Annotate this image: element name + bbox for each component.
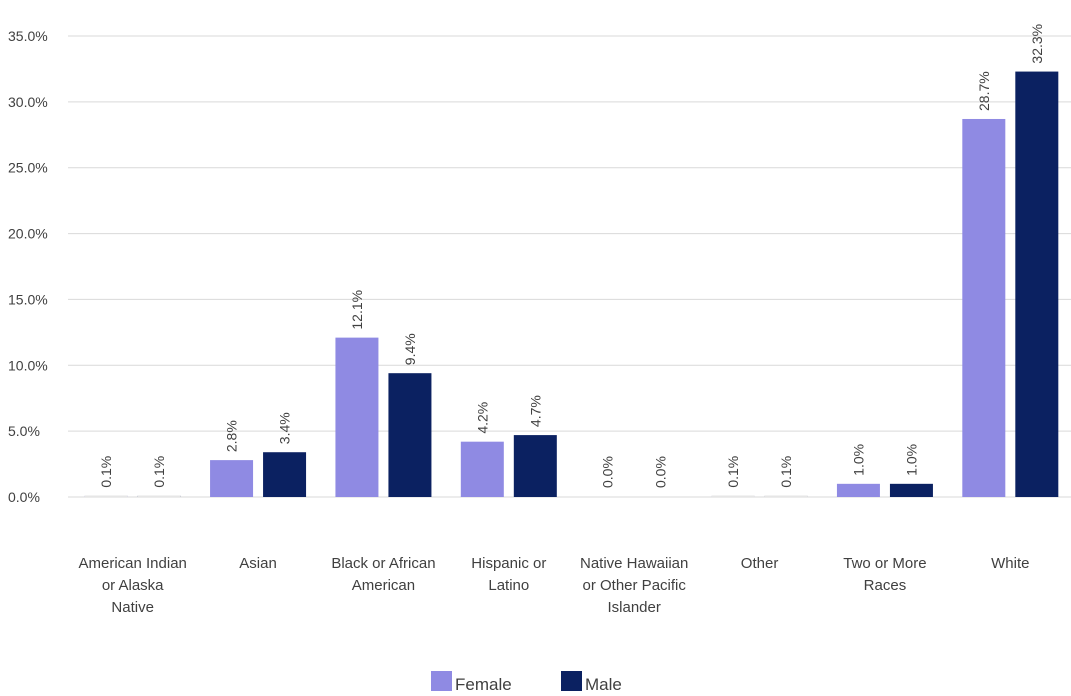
bar-female-baseline — [84, 495, 128, 497]
data-label: 0.0% — [600, 456, 616, 488]
legend-label-male: Male — [585, 675, 622, 694]
category-label: Two or More Races — [843, 555, 926, 594]
bar-male — [263, 452, 307, 497]
category-label: Native Hawaiian or Other Pacific Islander — [580, 555, 688, 616]
data-label: 32.3% — [1029, 24, 1045, 64]
gridlines — [68, 35, 1071, 498]
bar-female — [836, 483, 880, 497]
data-label: 1.0% — [850, 444, 866, 476]
bar-male-baseline — [764, 495, 808, 497]
bar-female — [210, 460, 254, 497]
y-tick-label: 15.0% — [8, 291, 48, 307]
legend-label-female: Female — [455, 675, 512, 694]
y-tick-label: 10.0% — [8, 357, 48, 373]
data-label: 9.4% — [402, 333, 418, 365]
data-label: 1.0% — [903, 444, 919, 476]
legend-swatch-male — [561, 671, 582, 691]
category-label: Black or African American — [331, 555, 435, 594]
bars — [84, 71, 1059, 497]
category-label: Hispanic or Latino — [471, 555, 546, 594]
bar-female — [962, 118, 1006, 497]
category-label: Asian — [239, 555, 277, 572]
data-label: 4.2% — [474, 402, 490, 434]
y-tick-label: 30.0% — [8, 94, 48, 110]
y-tick-label: 5.0% — [8, 423, 40, 439]
category-label: American Indian or Alaska Native — [78, 555, 186, 616]
bar-male — [889, 483, 933, 497]
data-label: 12.1% — [349, 290, 365, 330]
category-label: Other — [741, 555, 779, 572]
bar-female — [460, 441, 504, 497]
y-tick-label: 35.0% — [8, 28, 48, 44]
y-axis-tick-labels: 0.0% 5.0% 10.0% 15.0% 20.0% 25.0% 30.0% 35.0% — [8, 28, 48, 505]
x-axis-category-labels: American Indian or Alaska Native Asian Black… — [78, 555, 1029, 616]
bar-female-baseline — [711, 495, 755, 497]
bar-female — [335, 337, 379, 497]
data-label: 0.1% — [725, 456, 741, 488]
data-labels: 0.1% 0.1% 2.8% 3.4% 12.1% 9.4% 4.2% 4.7% 0.0% 0.0… — [98, 24, 1045, 488]
data-label: 2.8% — [224, 420, 240, 452]
legend-swatch-female — [431, 671, 452, 691]
bar-male-baseline — [137, 495, 181, 497]
y-tick-label: 20.0% — [8, 226, 48, 242]
data-label: 0.0% — [653, 456, 669, 488]
data-label: 4.7% — [527, 395, 543, 427]
y-tick-label: 25.0% — [8, 160, 48, 176]
bar-male — [513, 435, 557, 497]
legend: Female Male — [431, 671, 622, 694]
data-label: 3.4% — [277, 412, 293, 444]
data-label: 0.1% — [778, 456, 794, 488]
y-tick-label: 0.0% — [8, 489, 40, 505]
bar-male — [388, 373, 432, 497]
bar-male — [1015, 71, 1059, 497]
data-label: 0.1% — [98, 456, 114, 488]
data-label: 0.1% — [151, 456, 167, 488]
category-label: White — [991, 555, 1029, 572]
data-label: 28.7% — [976, 71, 992, 111]
